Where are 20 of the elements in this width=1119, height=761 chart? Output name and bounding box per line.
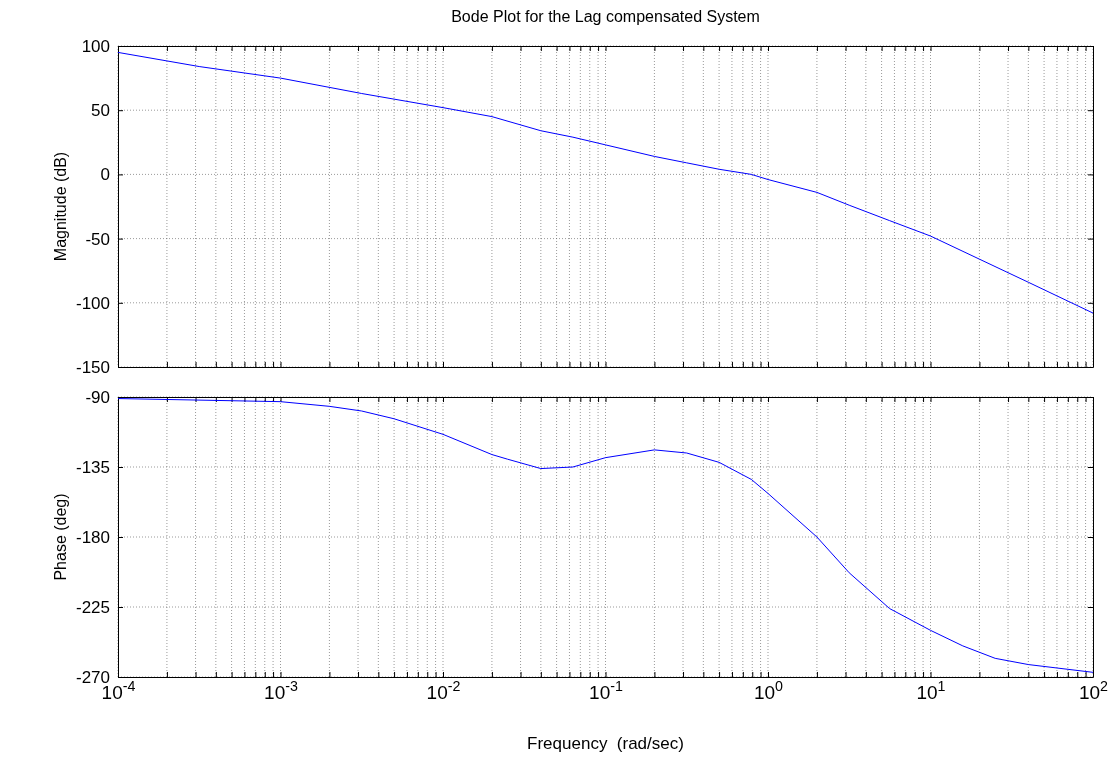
x-tick-label: 10$^{-2}$ xyxy=(426,678,461,703)
x-tick-label: 10$^{1}$ xyxy=(916,678,946,703)
y-tick-label: -90 xyxy=(85,387,110,407)
y-tick-label: -135 xyxy=(75,457,110,477)
y-axis-title: Phase (deg) xyxy=(52,493,69,581)
x-tick-label: 10$^{2}$ xyxy=(1078,678,1109,703)
chart-title: Bode Plot for the Lag compensated System xyxy=(451,8,760,25)
y-tick-label: -180 xyxy=(75,527,110,547)
x-axis-title: Frequency (rad/sec) xyxy=(527,734,684,753)
y-tick-label: -100 xyxy=(75,293,110,313)
x-tick-label: 10$^{-1}$ xyxy=(589,678,623,703)
x-tick-label: 10$^{-3}$ xyxy=(264,678,298,703)
y-tick-label: -50 xyxy=(85,229,110,249)
y-tick-label: 100 xyxy=(81,36,110,56)
y-tick-label: 0 xyxy=(100,165,110,185)
y-axis-title: Magnitude (dB) xyxy=(52,151,69,262)
y-tick-label: 50 xyxy=(91,101,110,121)
y-tick-label: -225 xyxy=(75,597,110,617)
y-tick-label: -150 xyxy=(75,357,110,377)
x-tick-label: 10$^{0}$ xyxy=(753,678,784,703)
